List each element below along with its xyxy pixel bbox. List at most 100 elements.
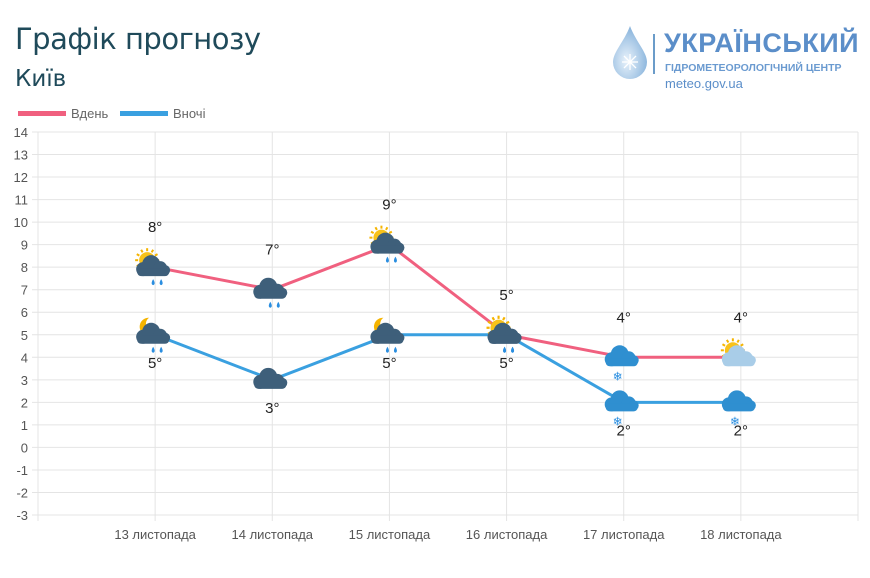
cloud-snow-icon: ❄ <box>604 390 639 428</box>
cloud <box>604 345 639 367</box>
city-name: Київ <box>15 66 67 92</box>
data-label: 8° <box>148 219 162 236</box>
raindrop <box>503 346 507 353</box>
sun-cloud-rain-icon <box>135 248 171 286</box>
logo[interactable]: УКРАЇНСЬКИЙ ГІДРОМЕТЕОРОЛОГІЧНИЙ ЦЕНТР m… <box>610 24 860 94</box>
y-tick-label: 9 <box>21 238 28 253</box>
sun-ray <box>136 253 140 257</box>
cloud-base <box>137 335 170 344</box>
data-label: 5° <box>499 287 513 304</box>
sun-ray <box>740 343 744 347</box>
cloud <box>253 367 288 389</box>
raindrop <box>151 279 155 286</box>
sun-ray <box>491 316 495 321</box>
cloud-rain-icon <box>253 277 288 308</box>
cloud <box>253 277 288 299</box>
legend-swatch <box>18 111 66 116</box>
cloud <box>487 322 522 344</box>
sun-ray <box>140 249 144 253</box>
raindrop <box>159 346 163 353</box>
moon-cloud-rain-icon <box>136 317 171 353</box>
raindrop <box>393 256 397 263</box>
x-tick-label: 13 листопада <box>114 527 196 542</box>
y-tick-label: 13 <box>14 148 28 163</box>
x-tick-label: 14 листопада <box>232 527 314 542</box>
water-drop-icon <box>613 26 647 79</box>
x-tick-label: 18 листопада <box>700 527 782 542</box>
sun-ray <box>721 343 726 347</box>
data-label: 5° <box>499 355 513 372</box>
x-tick-label: 16 листопада <box>466 527 548 542</box>
cloud-base <box>254 290 287 299</box>
y-tick-label: 14 <box>14 125 28 140</box>
y-tick-label: 4 <box>21 350 28 365</box>
sun-ray <box>154 253 159 257</box>
cloud-base <box>722 403 755 412</box>
data-label: 2° <box>617 422 631 439</box>
y-tick-label: 12 <box>14 170 28 185</box>
raindrop <box>268 301 272 308</box>
logo-divider <box>653 34 655 74</box>
logo-title: УКРАЇНСЬКИЙ <box>664 28 860 58</box>
cloud-snow-icon: ❄ <box>604 345 639 383</box>
sun-ray <box>150 249 155 253</box>
data-label: 2° <box>734 422 748 439</box>
y-tick-label: 3 <box>21 373 28 388</box>
cloud-base <box>371 335 404 344</box>
moon-cloud-rain-icon <box>370 317 405 353</box>
y-tick-label: 8 <box>21 260 28 275</box>
sun-ray <box>388 230 393 235</box>
y-tick-label: 10 <box>14 215 28 230</box>
legend-swatch <box>120 111 168 116</box>
sun-ray <box>370 230 375 235</box>
raindrop <box>385 256 389 263</box>
raindrop <box>393 346 397 353</box>
y-tick-label: 2 <box>21 395 28 410</box>
y-tick-label: 11 <box>15 193 29 208</box>
cloud-base <box>605 358 638 367</box>
y-tick-label: -2 <box>16 485 28 500</box>
cloud <box>721 345 756 367</box>
y-tick-label: 0 <box>21 440 28 455</box>
cloud-base <box>605 403 638 412</box>
sun-ray <box>725 339 730 343</box>
sun-ray <box>505 320 510 325</box>
series-line-night <box>154 333 741 404</box>
cloud <box>370 322 405 344</box>
y-tick-label: -1 <box>16 463 28 478</box>
x-tick-label: 17 листопада <box>583 527 665 542</box>
legend-label-day: Вдень <box>71 106 109 121</box>
raindrop <box>276 301 280 308</box>
cloud-base <box>722 358 755 367</box>
data-label: 5° <box>382 355 396 372</box>
cloud <box>721 390 756 412</box>
data-label: 4° <box>734 309 748 326</box>
data-label: 3° <box>265 400 279 417</box>
y-tick-label: 1 <box>21 418 28 433</box>
logo-subtitle: ГІДРОМЕТЕОРОЛОГІЧНИЙ ЦЕНТР <box>665 62 842 74</box>
legend-label-night: Вночі <box>173 106 206 121</box>
cloud-snow-icon: ❄ <box>721 390 756 428</box>
data-label: 9° <box>382 197 396 214</box>
sun-ray <box>502 316 506 321</box>
raindrop <box>511 346 515 353</box>
cloud <box>370 232 405 254</box>
y-tick-label: 5 <box>21 328 28 343</box>
cloud-base <box>371 245 404 254</box>
sun-ray <box>487 320 492 325</box>
logo-url: meteo.gov.ua <box>665 76 743 91</box>
sun-cloud-rain-icon <box>369 225 405 263</box>
sun-cloud-icon <box>720 338 756 367</box>
y-tick-label: 7 <box>21 283 28 298</box>
data-label: 5° <box>148 355 162 372</box>
cloud-base <box>137 268 170 277</box>
page-title: Графік прогнозу <box>15 22 261 56</box>
snowflake: ❄ <box>613 369 623 383</box>
raindrop <box>151 346 155 353</box>
sun-ray <box>374 226 378 231</box>
sun-ray <box>736 339 740 343</box>
snowflake: ❄ <box>730 414 740 428</box>
sun-ray <box>385 226 389 231</box>
data-label: 7° <box>265 242 279 259</box>
